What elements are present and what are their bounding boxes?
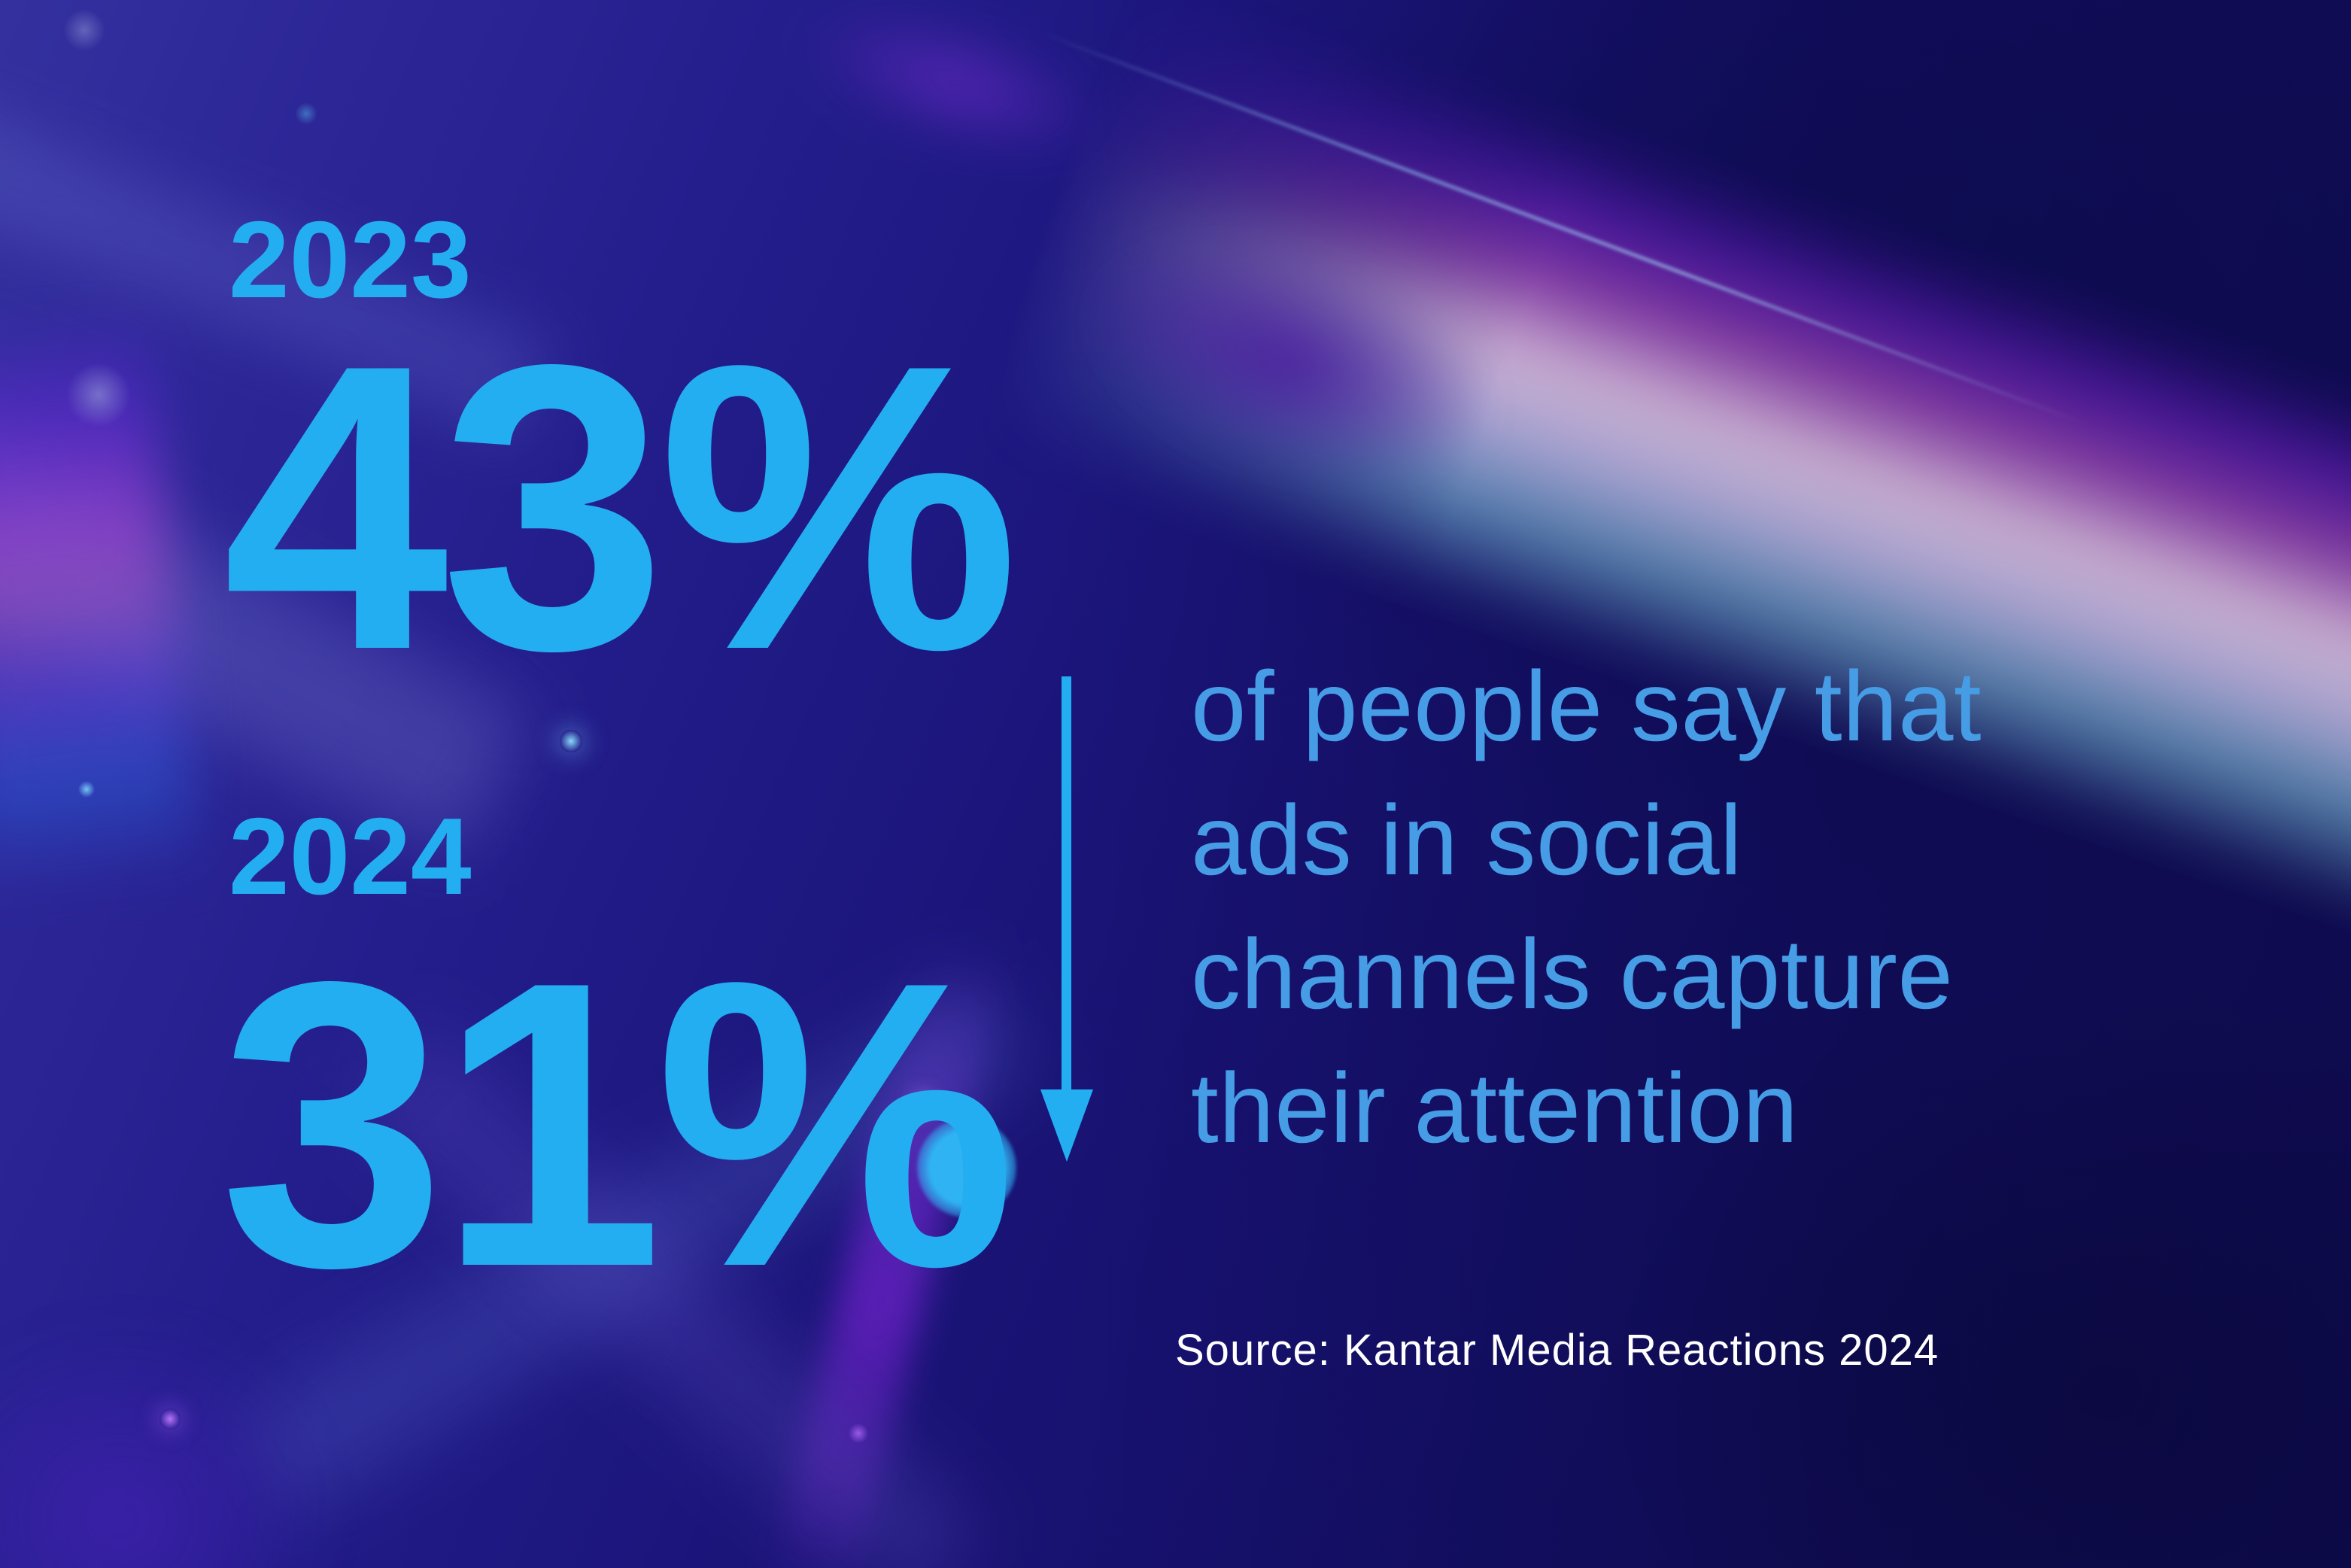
background-purple-streak-top bbox=[786, 0, 1125, 187]
bokeh-dot bbox=[849, 1424, 868, 1443]
year-label-2024: 2024 bbox=[229, 795, 472, 917]
down-arrow-shaft bbox=[1062, 676, 1071, 1091]
description-line: their attention bbox=[1191, 1053, 1799, 1163]
bokeh-dot bbox=[66, 363, 131, 427]
description-line: ads in social bbox=[1191, 785, 1742, 895]
bokeh-dot bbox=[295, 102, 317, 125]
description-line: channels capture bbox=[1191, 919, 1954, 1029]
stat-value-2024: 31% bbox=[220, 898, 1016, 1351]
bokeh-dot bbox=[78, 781, 95, 798]
background-violet-band-left bbox=[0, 305, 202, 898]
description-text: of people say that ads in social channel… bbox=[1191, 640, 1982, 1175]
bokeh-dot bbox=[63, 9, 105, 51]
year-label-2023: 2023 bbox=[229, 199, 472, 321]
description-line: of people say that bbox=[1191, 651, 1982, 761]
background-purple-streak-center bbox=[1052, 191, 1521, 531]
stat-value-2023: 43% bbox=[223, 281, 1019, 734]
background-light-line bbox=[1037, 30, 2201, 469]
down-arrow-head bbox=[1040, 1089, 1093, 1162]
source-attribution: Source: Kantar Media Reactions 2024 bbox=[1175, 1326, 1939, 1375]
background-glow-bottom-left bbox=[0, 1324, 331, 1568]
bokeh-dot bbox=[159, 1408, 181, 1430]
